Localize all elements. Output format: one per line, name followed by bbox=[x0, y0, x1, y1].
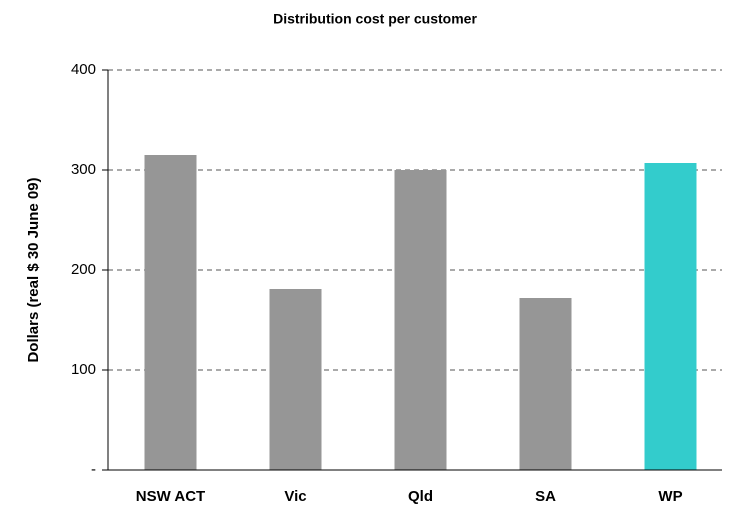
y-tick-label: 100 bbox=[71, 361, 96, 378]
x-tick-label: WP bbox=[658, 488, 682, 505]
bar bbox=[269, 289, 322, 470]
chart-title: Distribution cost per customer bbox=[273, 11, 477, 27]
x-tick-label: Qld bbox=[408, 488, 433, 505]
y-tick-label: - bbox=[91, 461, 96, 478]
x-tick-label: Vic bbox=[284, 488, 306, 505]
x-tick-label: SA bbox=[535, 488, 556, 505]
bar bbox=[144, 155, 197, 470]
y-tick-label: 400 bbox=[71, 61, 96, 78]
bar bbox=[519, 298, 572, 470]
y-tick-label: 300 bbox=[71, 161, 96, 178]
bar bbox=[394, 170, 447, 470]
y-axis-label: Dollars (real $ 30 June 09) bbox=[25, 177, 42, 362]
y-tick-label: 200 bbox=[71, 261, 96, 278]
x-tick-label: NSW ACT bbox=[136, 488, 205, 505]
bar bbox=[644, 163, 697, 470]
